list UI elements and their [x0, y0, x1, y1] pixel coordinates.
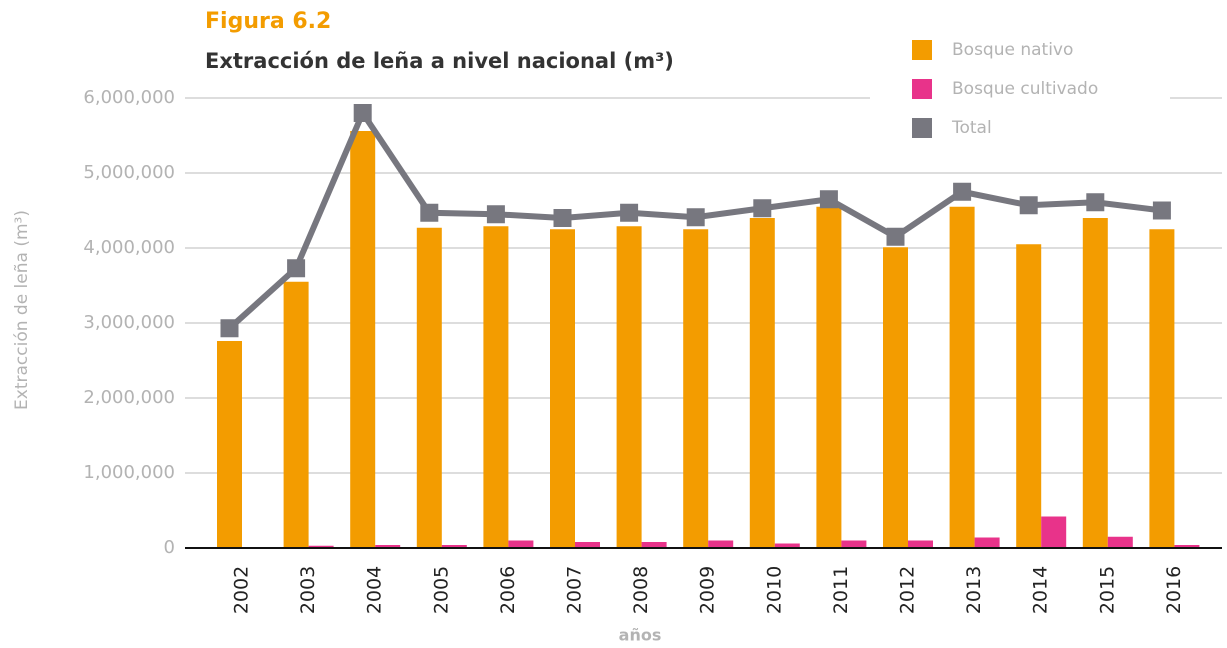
- bar: [375, 545, 401, 548]
- line-marker: [420, 203, 439, 222]
- x-tick-label: 2005: [430, 566, 452, 614]
- bar: [483, 226, 509, 548]
- y-tick-label: 6,000,000: [83, 87, 175, 108]
- bar: [616, 226, 642, 548]
- line-marker: [620, 203, 639, 222]
- x-tick-label: 2010: [763, 566, 785, 614]
- bar: [708, 540, 734, 548]
- bar: [575, 542, 600, 548]
- legend-label: Bosque nativo: [952, 40, 1073, 60]
- line-marker: [486, 205, 505, 224]
- legend-swatch: [912, 79, 932, 99]
- x-tick-label: 2007: [564, 566, 586, 614]
- legend-swatch: [912, 40, 932, 60]
- bar: [1016, 244, 1042, 548]
- bar: [949, 206, 975, 548]
- x-tick-label: 2003: [297, 566, 319, 614]
- bar: [217, 341, 242, 548]
- line-marker: [753, 199, 772, 218]
- line-marker: [886, 227, 905, 246]
- bar: [308, 545, 334, 548]
- bar: [683, 229, 709, 548]
- x-tick-label: 2008: [630, 566, 652, 614]
- line-marker: [1086, 193, 1105, 212]
- line-marker: [287, 259, 306, 278]
- bar: [283, 281, 309, 548]
- x-tick-label: 2012: [897, 566, 919, 614]
- y-tick-label: 2,000,000: [83, 387, 175, 408]
- bar: [816, 206, 842, 548]
- bar: [441, 545, 467, 548]
- chart-subtitle: Extracción de leña a nivel nacional (m³): [205, 49, 674, 73]
- x-tick-label: 2013: [963, 566, 985, 614]
- y-tick-label: 1,000,000: [83, 462, 175, 483]
- bar: [908, 540, 933, 548]
- bar: [1149, 229, 1175, 548]
- line-marker: [553, 209, 572, 227]
- y-tick-label: 3,000,000: [83, 312, 175, 333]
- y-tick-label: 0: [164, 537, 175, 558]
- x-tick-label: 2016: [1163, 566, 1185, 614]
- bar: [508, 540, 534, 548]
- line-marker: [220, 319, 239, 338]
- bar: [641, 542, 667, 548]
- line-marker: [1019, 196, 1038, 215]
- x-tick-label: 2002: [231, 566, 253, 614]
- bar: [550, 229, 575, 548]
- chart-title: Figura 6.2: [205, 9, 331, 34]
- legend-swatch: [912, 118, 932, 138]
- bar: [774, 543, 800, 548]
- y-axis-label: Extracción de leña (m³): [12, 210, 32, 410]
- bar: [883, 247, 908, 548]
- legend-label: Total: [951, 118, 992, 138]
- legend-label: Bosque cultivado: [952, 79, 1098, 99]
- bar: [1041, 516, 1067, 548]
- line-marker: [353, 104, 372, 122]
- y-tick-label: 5,000,000: [83, 162, 175, 183]
- bar: [841, 540, 867, 548]
- line-marker: [1152, 201, 1171, 220]
- bar: [416, 227, 442, 548]
- line-marker: [819, 190, 838, 209]
- line-marker: [953, 182, 972, 201]
- x-tick-label: 2009: [697, 566, 719, 614]
- line-marker: [686, 208, 705, 227]
- bar: [974, 537, 1000, 548]
- y-tick-label: 4,000,000: [83, 237, 175, 258]
- x-tick-label: 2014: [1030, 566, 1052, 614]
- bar: [1107, 536, 1133, 548]
- bar: [749, 218, 775, 548]
- bar: [1082, 218, 1108, 548]
- x-tick-label: 2011: [830, 566, 852, 614]
- x-axis-label: años: [619, 626, 662, 645]
- x-tick-label: 2006: [497, 566, 519, 614]
- bar: [350, 131, 376, 548]
- x-tick-label: 2004: [364, 566, 386, 614]
- bar: [1174, 545, 1200, 548]
- x-tick-label: 2015: [1096, 566, 1118, 614]
